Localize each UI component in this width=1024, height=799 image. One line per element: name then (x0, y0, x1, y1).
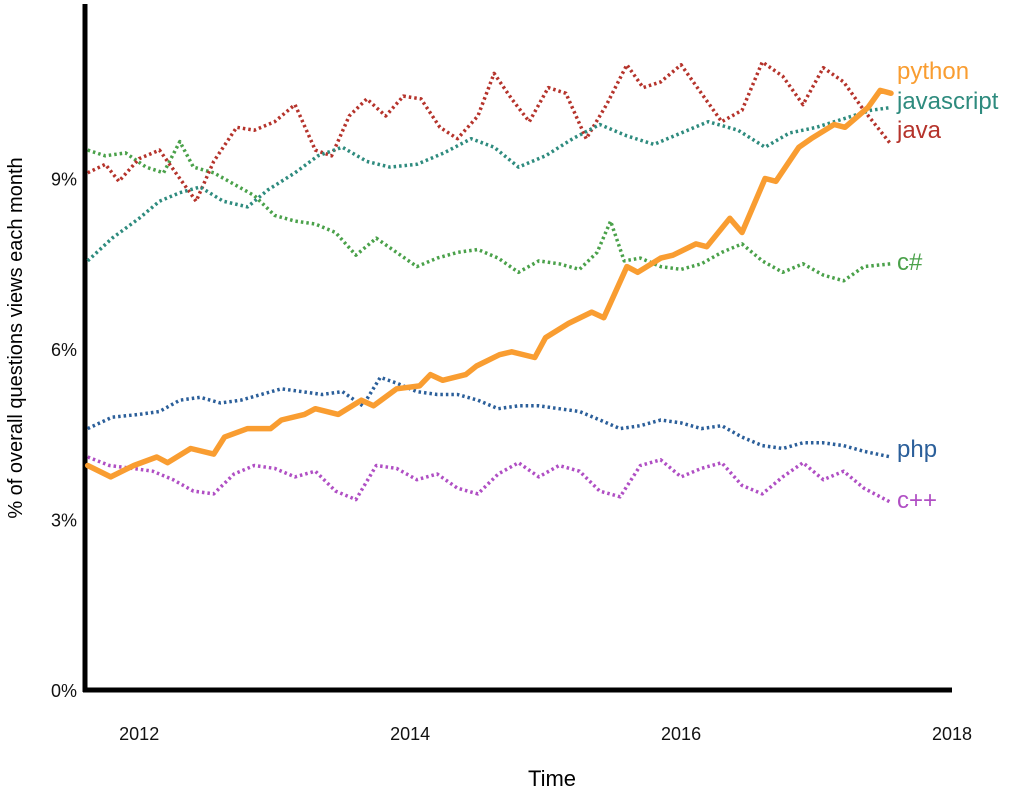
y-tick-label: 6% (51, 340, 77, 360)
tick-labels: 0% 3% 6% 9% 2012 2014 2016 2018 (51, 170, 972, 745)
series-label: javascript (896, 88, 999, 115)
series-line-javascript (86, 105, 892, 263)
series-label: python (897, 58, 969, 85)
series-line-ccsharp (87, 139, 892, 283)
series-lines (84, 60, 894, 505)
x-tick-label: 2014 (390, 724, 430, 744)
series-label: c# (897, 249, 923, 276)
series-line-ccpp (87, 455, 892, 505)
y-tick-label: 0% (51, 681, 77, 701)
series-label: php (897, 436, 937, 463)
x-axis-title: Time (528, 766, 576, 791)
x-tick-label: 2018 (932, 724, 972, 744)
series-line-python (84, 87, 894, 480)
series-label: java (896, 117, 942, 144)
y-tick-label: 3% (51, 511, 77, 531)
series-label: c++ (897, 487, 937, 514)
series-line-php (86, 375, 892, 459)
y-tick-label: 9% (51, 170, 77, 190)
series-line-java (86, 60, 893, 203)
y-axis-title: % of overall questions views each month (5, 157, 27, 518)
x-tick-label: 2016 (661, 724, 701, 744)
axes (82, 4, 952, 693)
x-tick-label: 2012 (119, 724, 159, 744)
